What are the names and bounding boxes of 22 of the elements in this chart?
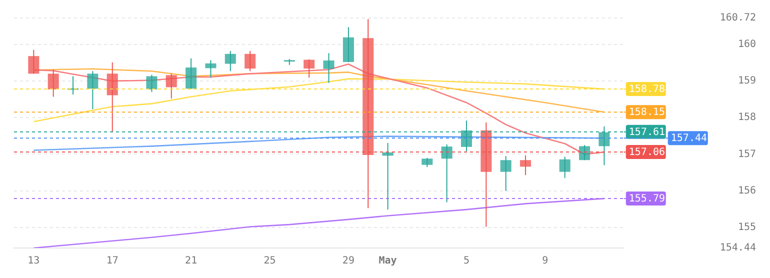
y-tick-label: 160.72 (720, 12, 756, 24)
ref-line-label: 157.06 (628, 147, 665, 158)
ref-line-label: 158.78 (628, 84, 665, 96)
x-tick-label: 9 (542, 256, 548, 267)
x-tick-label: 25 (264, 256, 276, 267)
ref-line-label: 155.79 (628, 194, 665, 205)
y-tick-label: 159 (738, 76, 756, 87)
y-tick-label: 160 (738, 38, 756, 50)
ref-line-label: 158.15 (628, 107, 665, 118)
x-tick-label: 21 (185, 256, 198, 267)
y-tick-label: 154.44 (720, 242, 756, 254)
x-tick-label: 5 (463, 256, 470, 267)
x-tick-label: 13 (28, 256, 40, 267)
y-tick-label: 157 (738, 148, 756, 160)
y-tick-label: 158 (738, 112, 756, 124)
x-tick-label: 17 (106, 256, 118, 267)
x-tick-label: May (378, 256, 397, 267)
ref-line-label: 157.44 (670, 133, 707, 144)
y-tick-label: 155 (738, 222, 756, 234)
y-tick-label: 156 (738, 185, 756, 196)
x-tick-label: 29 (342, 256, 354, 267)
ref-line-label: 157.61 (628, 126, 665, 138)
